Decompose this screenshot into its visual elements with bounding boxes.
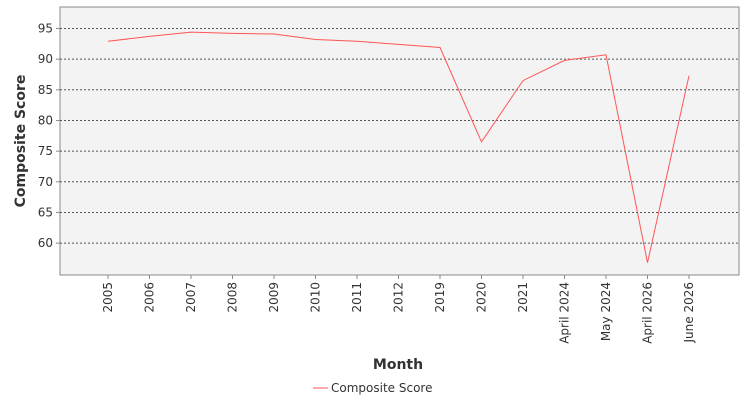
x-tick-label: April 2024 — [558, 282, 572, 344]
x-tick-label: 2021 — [516, 282, 530, 313]
plot-area — [59, 6, 740, 276]
y-tick-label: 60 — [38, 236, 53, 250]
x-tick-label: 2006 — [143, 282, 157, 313]
y-tick-label: 75 — [38, 144, 53, 158]
x-tick-label: 2007 — [184, 282, 198, 313]
x-tick-label: 2012 — [392, 282, 406, 313]
x-tick-label: 2020 — [475, 282, 489, 313]
series-group — [107, 31, 690, 263]
x-tick-label: 2008 — [226, 282, 240, 313]
y-gridlines — [60, 27, 739, 244]
x-tick-label: 2010 — [309, 282, 323, 313]
y-tick-label: 65 — [38, 205, 53, 219]
y-tick-label: 80 — [38, 113, 53, 127]
y-tick-label: 70 — [38, 175, 53, 189]
y-axis-title: Composite Score — [13, 75, 29, 208]
x-tick-label: 2005 — [101, 282, 115, 313]
x-axis-title: Month — [373, 357, 423, 373]
x-tick-label: 2009 — [267, 282, 281, 313]
x-tick-label: April 2026 — [641, 282, 655, 344]
legend: Composite Score — [313, 381, 432, 395]
y-tick-label: 95 — [38, 21, 53, 35]
x-axis-ticks: 2005 2006 2007 2008 2009 2010 2011 2012 2019 2020… — [101, 275, 696, 344]
y-tick-label: 90 — [38, 52, 53, 66]
series-line-composite-score — [107, 31, 690, 263]
legend-label: Composite Score — [331, 381, 432, 395]
x-tick-label: June 2026 — [682, 282, 696, 344]
y-axis-ticks: 60 65 70 75 80 85 90 95 — [38, 21, 60, 250]
x-tick-label: 2019 — [433, 282, 447, 313]
x-tick-label: 2011 — [350, 282, 364, 313]
x-tick-label: May 2024 — [599, 282, 613, 341]
y-tick-label: 85 — [38, 83, 53, 97]
